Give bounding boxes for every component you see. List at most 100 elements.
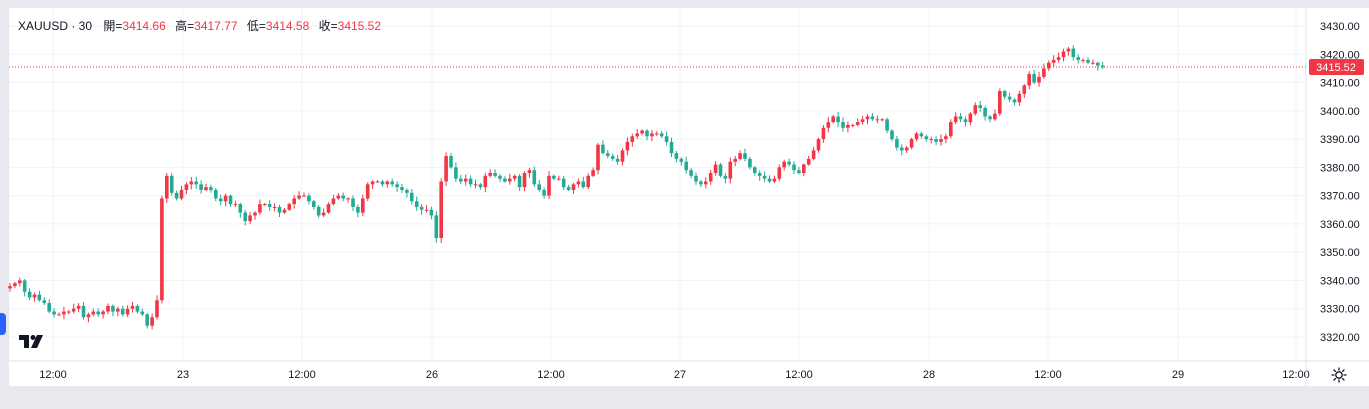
candle — [576, 178, 581, 188]
candle — [42, 297, 47, 306]
candle — [733, 155, 737, 167]
candle — [782, 159, 786, 171]
x-tick-label: 29 — [1172, 369, 1184, 381]
y-tick-label: 3340.00 — [1320, 275, 1360, 287]
candle — [620, 148, 625, 166]
candle — [708, 169, 713, 185]
candle — [860, 115, 865, 125]
candle — [287, 202, 292, 211]
candle — [806, 155, 811, 166]
candle — [76, 303, 81, 313]
candle — [914, 131, 919, 142]
candle — [361, 194, 365, 217]
x-tick-label: 12:00 — [1282, 369, 1310, 381]
candle — [292, 195, 296, 209]
y-tick-label: 3390.00 — [1320, 134, 1360, 146]
candle — [336, 192, 341, 201]
candle — [125, 305, 130, 318]
candle — [223, 193, 228, 207]
candle — [365, 182, 370, 202]
candle — [1081, 58, 1085, 63]
candle — [37, 290, 42, 302]
candle — [209, 184, 213, 193]
candle — [47, 299, 51, 314]
candle — [414, 196, 419, 211]
legend-symbol[interactable]: XAUUSD · 30 — [18, 19, 93, 33]
candle — [885, 117, 889, 134]
x-tick-label: 23 — [177, 369, 189, 381]
candle — [1017, 90, 1022, 106]
candle — [591, 167, 595, 178]
y-tick-label: 3330.00 — [1320, 304, 1360, 316]
candle — [694, 172, 698, 185]
candle — [895, 135, 899, 151]
legend-high-label: 高= — [175, 19, 195, 33]
candle — [650, 129, 654, 142]
candle — [949, 119, 953, 139]
candles — [8, 45, 1105, 330]
candle — [625, 137, 630, 156]
candle — [395, 181, 399, 192]
legend-open-value: 3414.66 — [122, 19, 166, 33]
candle — [312, 199, 316, 210]
candle — [493, 169, 497, 178]
candle — [743, 148, 747, 162]
candle — [385, 180, 390, 188]
candle — [140, 308, 145, 316]
legend-low-label: 低= — [246, 19, 266, 33]
collapse-tab-icon[interactable] — [0, 313, 6, 335]
candle — [1076, 54, 1080, 64]
last-price-label: 3415.52 — [1316, 62, 1356, 74]
candle — [566, 184, 571, 192]
candle — [52, 308, 56, 318]
candle — [993, 109, 997, 121]
candle — [155, 295, 159, 320]
candle — [341, 192, 345, 202]
candle — [846, 121, 850, 133]
candle — [762, 171, 767, 183]
candle — [444, 152, 448, 186]
candle — [370, 180, 375, 189]
candle — [1002, 89, 1007, 100]
candle — [468, 175, 473, 188]
candle — [1022, 84, 1027, 99]
candle — [1042, 63, 1046, 79]
candle — [953, 112, 958, 125]
candle — [532, 166, 537, 188]
gear-icon[interactable] — [1331, 367, 1347, 383]
candle — [238, 202, 243, 218]
candle — [483, 172, 488, 193]
candle — [958, 112, 963, 123]
candle — [542, 187, 546, 199]
candle — [586, 173, 590, 190]
candle — [841, 117, 845, 132]
candle — [13, 281, 17, 289]
candle — [57, 312, 61, 316]
candle — [424, 205, 429, 213]
candle — [606, 149, 610, 159]
tradingview-logo-icon[interactable] — [18, 331, 44, 351]
candle — [302, 192, 306, 197]
candle — [552, 174, 556, 181]
candle — [792, 161, 796, 174]
candle — [836, 112, 840, 128]
candle — [120, 305, 125, 317]
candle — [689, 167, 693, 179]
candle — [204, 183, 208, 192]
candle — [512, 174, 517, 182]
candle — [86, 312, 91, 323]
candle — [1061, 48, 1066, 62]
candle — [929, 136, 933, 144]
candle — [463, 174, 468, 186]
candle — [753, 166, 757, 176]
candle — [772, 175, 777, 184]
candle — [777, 164, 782, 182]
candle — [1071, 45, 1076, 61]
candle — [263, 202, 267, 206]
candle — [973, 102, 978, 116]
candle — [998, 88, 1002, 116]
candle — [498, 173, 502, 182]
candle — [258, 199, 262, 215]
candle — [459, 174, 463, 185]
